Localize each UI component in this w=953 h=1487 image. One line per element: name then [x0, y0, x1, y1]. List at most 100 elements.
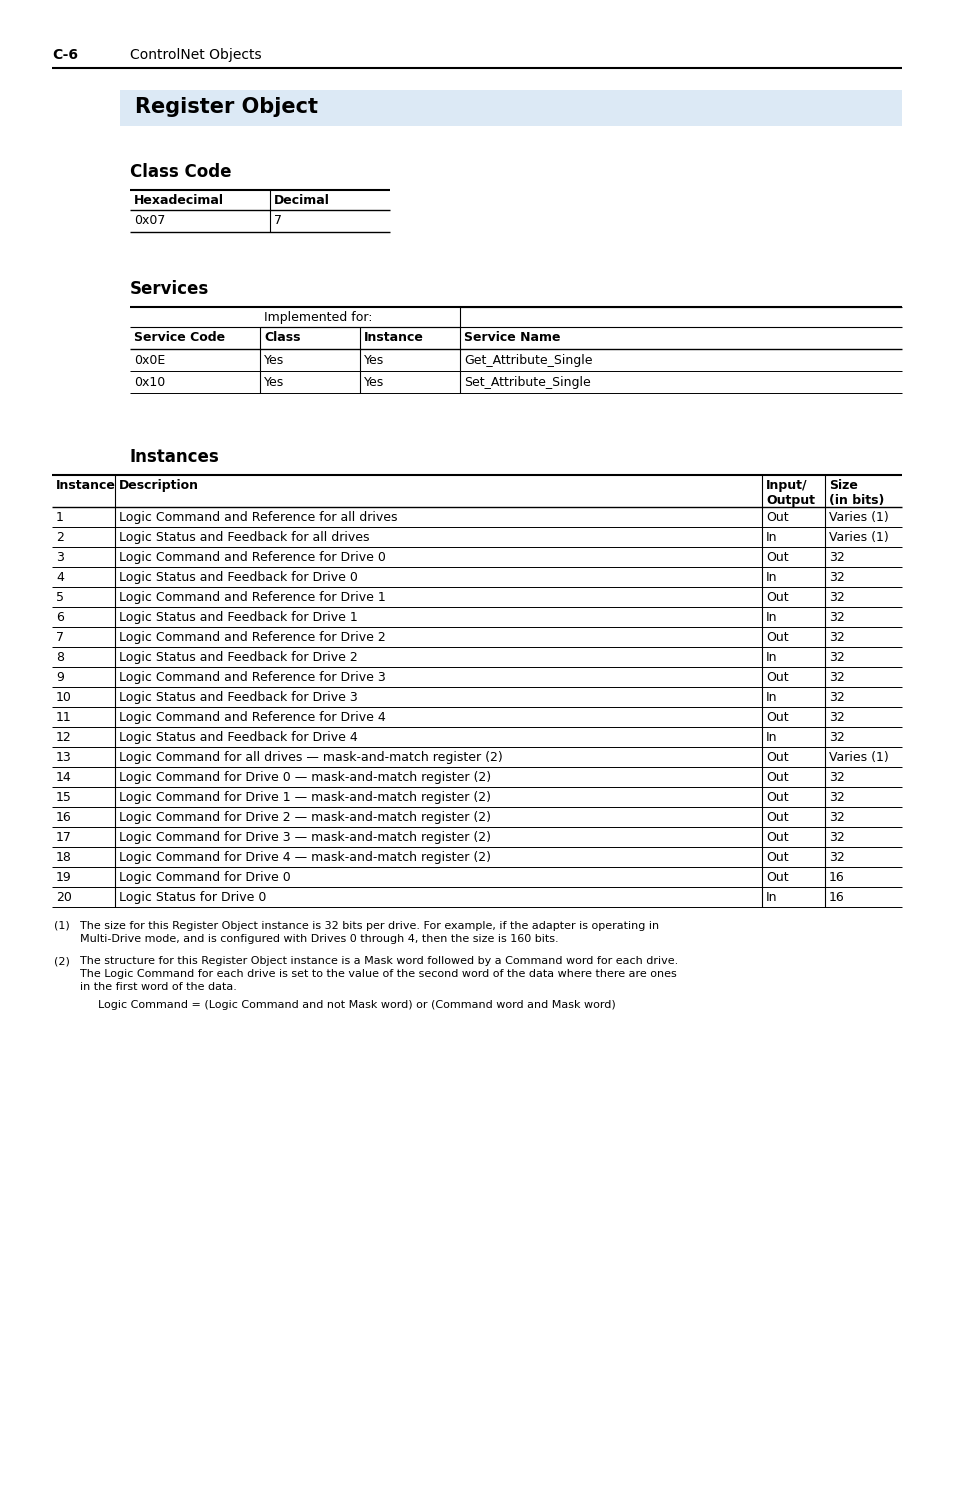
Text: Service Code: Service Code [133, 332, 225, 343]
Text: 32: 32 [828, 810, 843, 824]
Text: Logic Command and Reference for Drive 3: Logic Command and Reference for Drive 3 [119, 671, 385, 684]
Text: Out: Out [765, 552, 788, 564]
Text: 11: 11 [56, 711, 71, 724]
Text: 6: 6 [56, 611, 64, 625]
Text: 13: 13 [56, 751, 71, 764]
Text: Out: Out [765, 711, 788, 724]
Text: Instance: Instance [364, 332, 423, 343]
Text: Logic Status and Feedback for all drives: Logic Status and Feedback for all drives [119, 531, 369, 544]
Text: Out: Out [765, 630, 788, 644]
Text: Get_Attribute_Single: Get_Attribute_Single [463, 354, 592, 367]
Text: Logic Command for Drive 4 — mask-and-match register (2): Logic Command for Drive 4 — mask-and-mat… [119, 851, 491, 864]
Text: 19: 19 [56, 871, 71, 883]
Text: 1: 1 [56, 512, 64, 523]
Text: In: In [765, 891, 777, 904]
Text: In: In [765, 611, 777, 625]
Text: 32: 32 [828, 552, 843, 564]
Text: Set_Attribute_Single: Set_Attribute_Single [463, 376, 590, 390]
Text: 3: 3 [56, 552, 64, 564]
Text: Varies (1): Varies (1) [828, 531, 888, 544]
Text: 32: 32 [828, 732, 843, 744]
Text: The size for this Register Object instance is 32 bits per drive. For example, if: The size for this Register Object instan… [80, 920, 659, 931]
Text: Logic Status and Feedback for Drive 0: Logic Status and Feedback for Drive 0 [119, 571, 357, 584]
Text: Hexadecimal: Hexadecimal [133, 193, 224, 207]
Text: Class Code: Class Code [130, 164, 232, 181]
Text: 16: 16 [828, 891, 843, 904]
Text: Decimal: Decimal [274, 193, 330, 207]
Text: 2: 2 [56, 531, 64, 544]
Text: 17: 17 [56, 831, 71, 845]
Text: Instance: Instance [56, 479, 115, 492]
Text: 32: 32 [828, 791, 843, 804]
Text: Size
(in bits): Size (in bits) [828, 479, 883, 507]
Text: In: In [765, 691, 777, 703]
Text: Logic Status and Feedback for Drive 2: Logic Status and Feedback for Drive 2 [119, 651, 357, 665]
Text: Logic Status for Drive 0: Logic Status for Drive 0 [119, 891, 266, 904]
Text: Service Name: Service Name [463, 332, 560, 343]
Text: Logic Command and Reference for Drive 4: Logic Command and Reference for Drive 4 [119, 711, 385, 724]
Text: Logic Command for Drive 0: Logic Command for Drive 0 [119, 871, 291, 883]
Text: In: In [765, 651, 777, 665]
Text: In: In [765, 571, 777, 584]
Text: 16: 16 [56, 810, 71, 824]
Text: 32: 32 [828, 630, 843, 644]
Text: Input/
Output: Input/ Output [765, 479, 814, 507]
Text: Class: Class [264, 332, 300, 343]
Text: 15: 15 [56, 791, 71, 804]
Text: Logic Command for Drive 0 — mask-and-match register (2): Logic Command for Drive 0 — mask-and-mat… [119, 770, 491, 784]
Text: Logic Command and Reference for Drive 2: Logic Command and Reference for Drive 2 [119, 630, 385, 644]
Text: Register Object: Register Object [135, 97, 317, 117]
Text: Out: Out [765, 810, 788, 824]
Text: 32: 32 [828, 651, 843, 665]
Text: 32: 32 [828, 671, 843, 684]
Text: Logic Command = (Logic Command and not Mask word) or (Command word and Mask word: Logic Command = (Logic Command and not M… [98, 999, 615, 1010]
Text: 32: 32 [828, 571, 843, 584]
Text: 8: 8 [56, 651, 64, 665]
Text: 0x07: 0x07 [133, 214, 165, 228]
Text: Logic Command and Reference for Drive 1: Logic Command and Reference for Drive 1 [119, 590, 385, 604]
Text: 9: 9 [56, 671, 64, 684]
Text: Logic Command for Drive 2 — mask-and-match register (2): Logic Command for Drive 2 — mask-and-mat… [119, 810, 491, 824]
Text: 32: 32 [828, 770, 843, 784]
Text: Out: Out [765, 512, 788, 523]
Text: 12: 12 [56, 732, 71, 744]
Text: Logic Command for Drive 3 — mask-and-match register (2): Logic Command for Drive 3 — mask-and-mat… [119, 831, 491, 845]
Text: 32: 32 [828, 691, 843, 703]
Text: in the first word of the data.: in the first word of the data. [80, 981, 236, 992]
Text: Out: Out [765, 831, 788, 845]
Text: 7: 7 [274, 214, 282, 228]
Text: 0x10: 0x10 [133, 376, 165, 390]
Text: 0x0E: 0x0E [133, 354, 165, 367]
Text: Out: Out [765, 671, 788, 684]
Text: (1): (1) [54, 920, 70, 931]
Text: 4: 4 [56, 571, 64, 584]
Text: 20: 20 [56, 891, 71, 904]
Bar [120, 91, 901, 126]
Text: Logic Command and Reference for Drive 0: Logic Command and Reference for Drive 0 [119, 552, 385, 564]
Text: Out: Out [765, 871, 788, 883]
Text: Yes: Yes [364, 376, 384, 390]
Text: Description: Description [119, 479, 199, 492]
Text: ControlNet Objects: ControlNet Objects [130, 48, 261, 62]
Text: 32: 32 [828, 831, 843, 845]
Text: Out: Out [765, 791, 788, 804]
Text: Yes: Yes [364, 354, 384, 367]
Text: Out: Out [765, 590, 788, 604]
Text: Instances: Instances [130, 448, 219, 465]
Text: Out: Out [765, 770, 788, 784]
Text: Yes: Yes [264, 376, 284, 390]
Text: 18: 18 [56, 851, 71, 864]
Text: In: In [765, 531, 777, 544]
Text: 16: 16 [828, 871, 843, 883]
Text: Yes: Yes [264, 354, 284, 367]
Text: 32: 32 [828, 611, 843, 625]
Text: C-6: C-6 [52, 48, 78, 62]
Text: 7: 7 [56, 630, 64, 644]
Text: Logic Status and Feedback for Drive 1: Logic Status and Feedback for Drive 1 [119, 611, 357, 625]
Text: The Logic Command for each drive is set to the value of the second word of the d: The Logic Command for each drive is set … [80, 970, 676, 978]
Text: Varies (1): Varies (1) [828, 751, 888, 764]
Text: The structure for this Register Object instance is a Mask word followed by a Com: The structure for this Register Object i… [80, 956, 678, 967]
Text: Services: Services [130, 280, 209, 297]
Text: Out: Out [765, 851, 788, 864]
Text: Logic Command for Drive 1 — mask-and-match register (2): Logic Command for Drive 1 — mask-and-mat… [119, 791, 491, 804]
